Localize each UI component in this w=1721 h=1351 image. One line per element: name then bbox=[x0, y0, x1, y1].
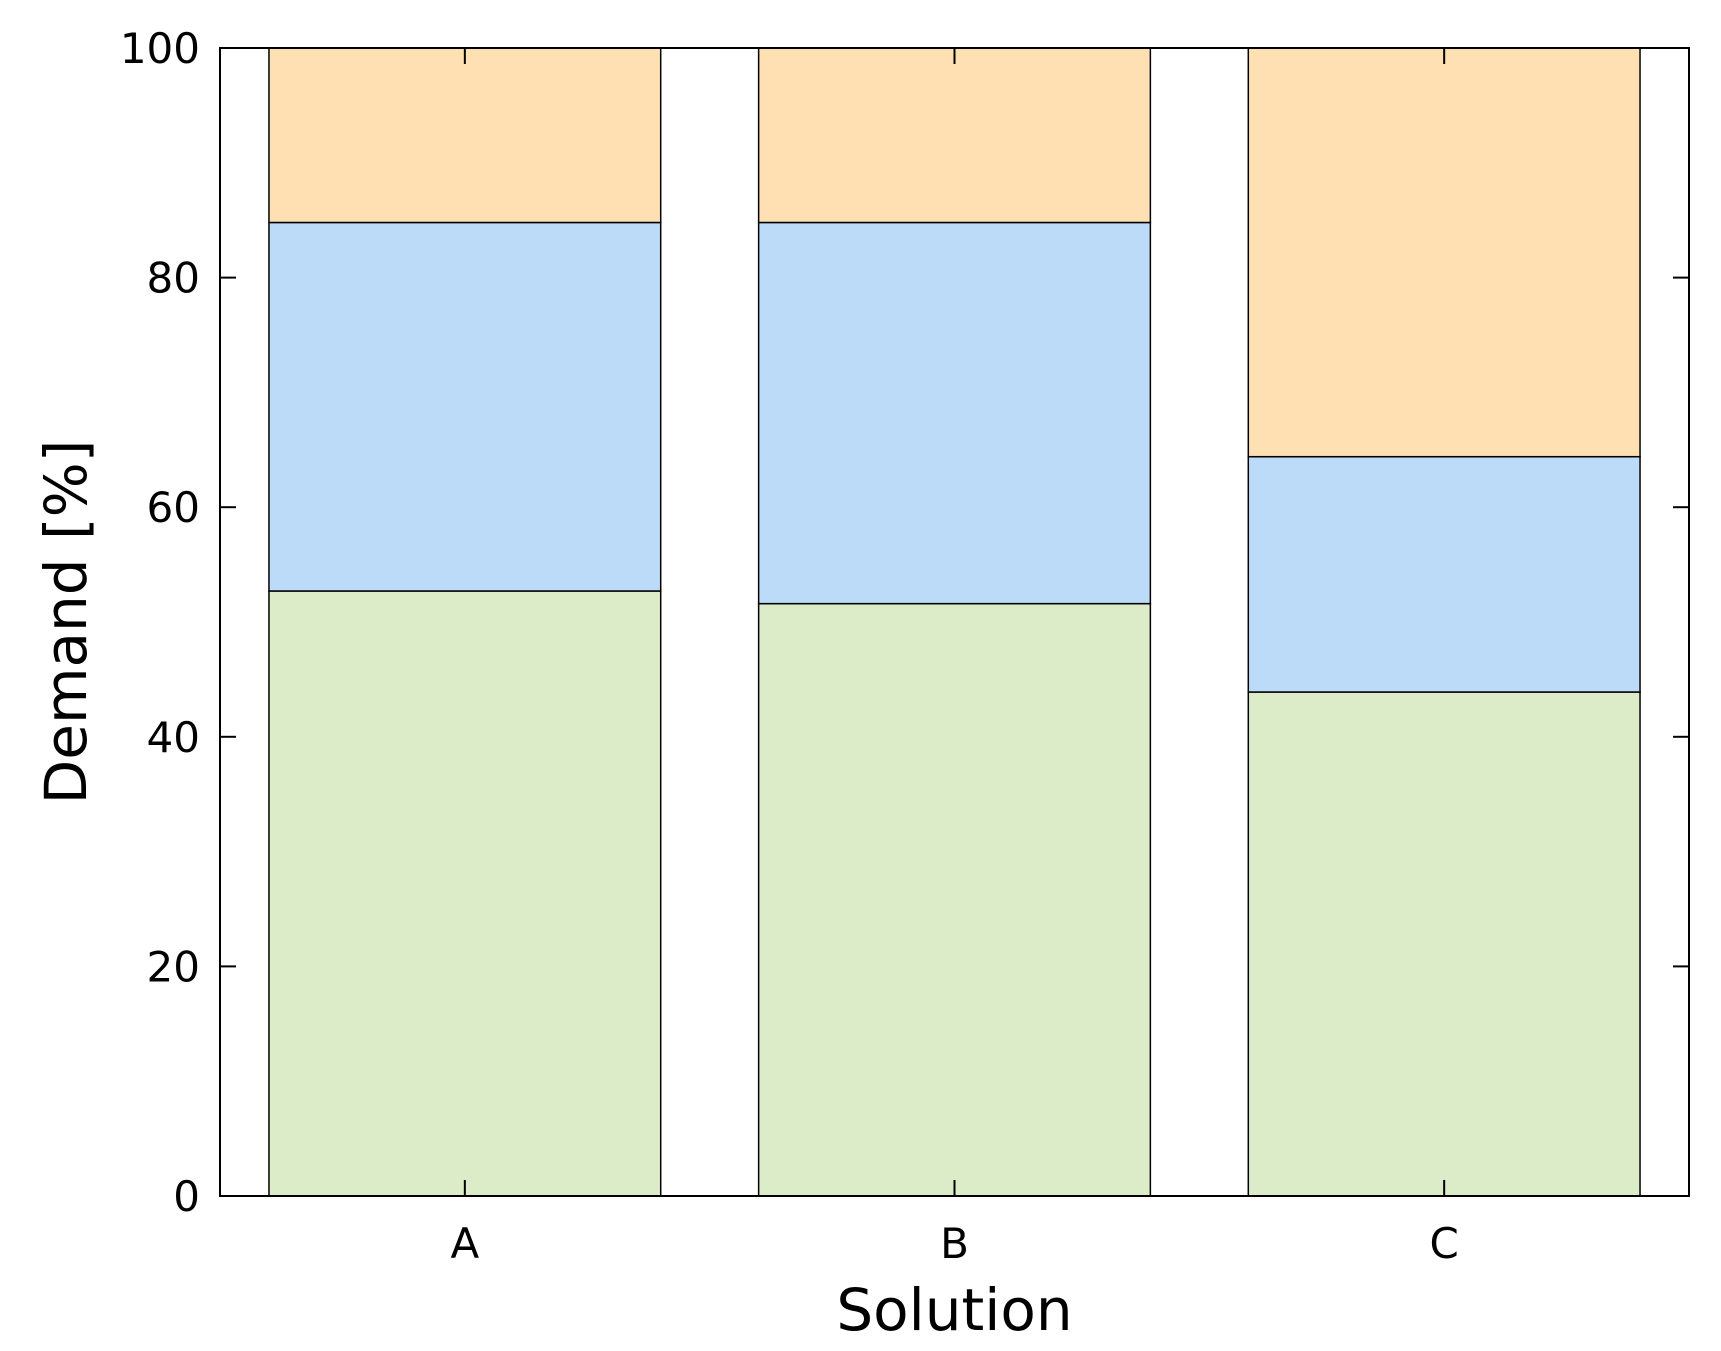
y-tick-label-20: 20 bbox=[147, 942, 200, 991]
x-tick-label-C: C bbox=[1430, 1219, 1459, 1268]
bar-B-segment-1 bbox=[757, 602, 1152, 1197]
bar-A-segment-3 bbox=[268, 47, 662, 224]
bar-B-segment-3 bbox=[757, 47, 1152, 224]
y-tick-label-100: 100 bbox=[120, 24, 200, 73]
x-tick-label-B: B bbox=[940, 1219, 969, 1268]
x-axis-title: Solution bbox=[836, 1276, 1072, 1344]
y-tick-label-60: 60 bbox=[147, 483, 200, 532]
bars-layer bbox=[268, 47, 1641, 1197]
bar-B-segment-2 bbox=[757, 221, 1152, 605]
y-tick-label-80: 80 bbox=[147, 254, 200, 303]
y-tick-label-0: 0 bbox=[173, 1172, 200, 1221]
y-axis-title: Demand [%] bbox=[32, 440, 100, 805]
ticks-layer bbox=[220, 47, 1689, 1197]
bar-C-segment-2 bbox=[1247, 455, 1641, 693]
labels-layer: 0 20 40 60 80 100 A B C bbox=[120, 24, 1459, 1268]
bar-A-segment-2 bbox=[268, 221, 662, 592]
y-tick-label-40: 40 bbox=[147, 713, 200, 762]
bar-C-segment-1 bbox=[1247, 691, 1641, 1197]
bar-A-segment-1 bbox=[268, 590, 662, 1197]
x-tick-label-A: A bbox=[450, 1219, 479, 1268]
bar-C-segment-3 bbox=[1247, 47, 1641, 458]
